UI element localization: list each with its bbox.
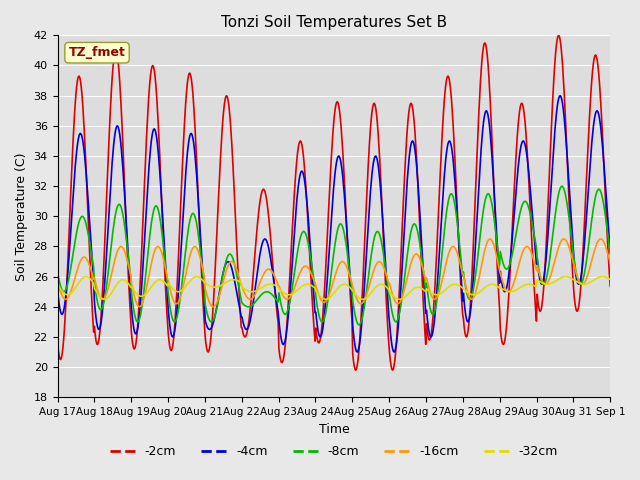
-2cm — [64, 266, 72, 272]
-4cm — [206, 326, 214, 332]
-2cm — [206, 344, 214, 350]
-16cm — [560, 236, 568, 242]
-32cm — [206, 283, 214, 288]
-32cm — [607, 276, 614, 282]
X-axis label: Time: Time — [319, 422, 349, 436]
-4cm — [418, 247, 426, 252]
-8cm — [355, 322, 363, 328]
-4cm — [402, 200, 410, 206]
-4cm — [120, 189, 128, 194]
-4cm — [607, 250, 614, 255]
-8cm — [558, 183, 566, 189]
-16cm — [206, 300, 214, 306]
-8cm — [177, 293, 184, 299]
Title: Tonzi Soil Temperatures Set B: Tonzi Soil Temperatures Set B — [221, 15, 447, 30]
Legend: -2cm, -4cm, -8cm, -16cm, -32cm: -2cm, -4cm, -8cm, -16cm, -32cm — [105, 441, 563, 464]
-16cm — [402, 281, 410, 287]
-16cm — [177, 294, 184, 300]
-4cm — [556, 93, 564, 98]
-8cm — [607, 251, 614, 257]
-8cm — [120, 221, 128, 227]
-32cm — [562, 274, 570, 279]
-2cm — [120, 179, 128, 184]
-16cm — [210, 304, 218, 310]
-16cm — [607, 260, 614, 266]
-4cm — [353, 349, 361, 355]
-32cm — [54, 282, 61, 288]
-8cm — [402, 264, 410, 270]
-2cm — [418, 271, 426, 277]
-2cm — [352, 367, 360, 373]
Text: TZ_fmet: TZ_fmet — [68, 46, 125, 59]
-32cm — [177, 288, 184, 294]
-2cm — [402, 150, 410, 156]
-2cm — [607, 284, 614, 289]
Line: -16cm: -16cm — [58, 239, 611, 307]
-32cm — [418, 286, 426, 291]
-16cm — [418, 262, 426, 268]
-32cm — [396, 297, 403, 302]
-2cm — [555, 33, 563, 38]
-8cm — [418, 256, 426, 262]
-2cm — [177, 206, 184, 212]
Line: -2cm: -2cm — [58, 36, 611, 370]
Line: -8cm: -8cm — [58, 186, 611, 325]
-8cm — [54, 269, 61, 275]
-32cm — [402, 293, 410, 299]
-2cm — [54, 339, 61, 345]
-32cm — [120, 277, 128, 283]
Line: -4cm: -4cm — [58, 96, 611, 352]
-8cm — [64, 282, 72, 288]
-16cm — [120, 248, 128, 254]
-32cm — [64, 292, 72, 298]
Line: -32cm: -32cm — [58, 276, 611, 300]
-16cm — [54, 279, 61, 285]
-8cm — [206, 318, 214, 324]
-4cm — [177, 255, 184, 261]
Y-axis label: Soil Temperature (C): Soil Temperature (C) — [15, 152, 28, 281]
-16cm — [64, 295, 72, 301]
-4cm — [54, 287, 61, 293]
-4cm — [64, 274, 72, 279]
